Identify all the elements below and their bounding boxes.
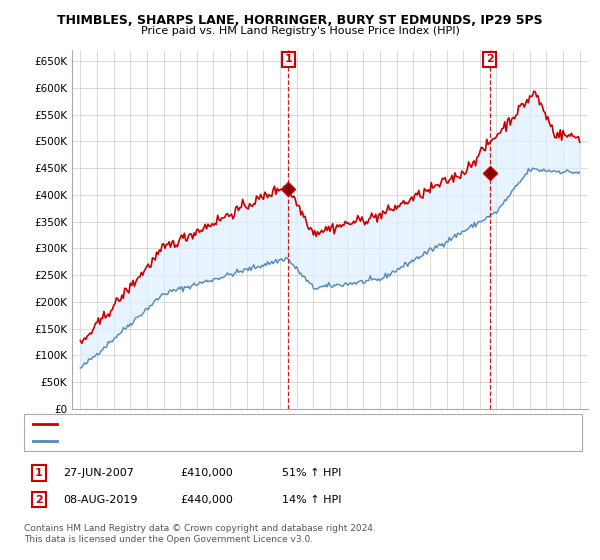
Text: 14% ↑ HPI: 14% ↑ HPI xyxy=(282,494,341,505)
Text: THIMBLES, SHARPS LANE, HORRINGER, BURY ST EDMUNDS, IP29 5PS (detached house): THIMBLES, SHARPS LANE, HORRINGER, BURY S… xyxy=(63,419,491,429)
Text: This data is licensed under the Open Government Licence v3.0.: This data is licensed under the Open Gov… xyxy=(24,535,313,544)
Text: 51% ↑ HPI: 51% ↑ HPI xyxy=(282,468,341,478)
Text: £440,000: £440,000 xyxy=(180,494,233,505)
Text: Contains HM Land Registry data © Crown copyright and database right 2024.: Contains HM Land Registry data © Crown c… xyxy=(24,524,376,533)
Text: 1: 1 xyxy=(284,54,292,64)
Text: 27-JUN-2007: 27-JUN-2007 xyxy=(63,468,134,478)
Text: £410,000: £410,000 xyxy=(180,468,233,478)
Text: HPI: Average price, detached house, West Suffolk: HPI: Average price, detached house, West… xyxy=(63,436,304,446)
Text: 08-AUG-2019: 08-AUG-2019 xyxy=(63,494,137,505)
Text: THIMBLES, SHARPS LANE, HORRINGER, BURY ST EDMUNDS, IP29 5PS: THIMBLES, SHARPS LANE, HORRINGER, BURY S… xyxy=(57,14,543,27)
Text: 1: 1 xyxy=(35,468,43,478)
Text: 2: 2 xyxy=(35,494,43,505)
Text: 2: 2 xyxy=(486,54,494,64)
Text: Price paid vs. HM Land Registry's House Price Index (HPI): Price paid vs. HM Land Registry's House … xyxy=(140,26,460,36)
